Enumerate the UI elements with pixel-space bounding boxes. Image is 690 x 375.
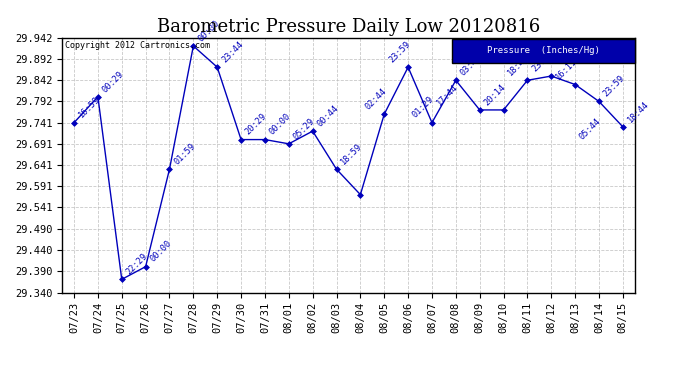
Text: 18:44: 18:44: [506, 53, 531, 78]
Text: 16:11: 16:11: [554, 57, 579, 82]
Text: 23:59: 23:59: [387, 39, 412, 64]
Text: 05:44: 05:44: [578, 116, 603, 141]
Text: 01:29: 01:29: [411, 95, 436, 120]
Text: 00:44: 00:44: [315, 104, 340, 128]
Text: 20:14: 20:14: [482, 82, 507, 107]
Text: 18:59: 18:59: [339, 141, 364, 166]
Text: 16:59: 16:59: [77, 95, 101, 120]
Text: 22:29: 22:29: [124, 252, 150, 277]
Text: 00:00: 00:00: [196, 18, 221, 43]
Title: Barometric Pressure Daily Low 20120816: Barometric Pressure Daily Low 20120816: [157, 18, 540, 36]
Text: Pressure  (Inches/Hg): Pressure (Inches/Hg): [486, 46, 600, 55]
Text: 17:44: 17:44: [435, 82, 460, 107]
Text: 03:44: 03:44: [459, 53, 484, 78]
Text: 00:29: 00:29: [101, 69, 126, 94]
Text: 01:59: 01:59: [172, 141, 197, 166]
Text: Copyright 2012 Cartronics.com: Copyright 2012 Cartronics.com: [65, 41, 210, 50]
Text: 18:44: 18:44: [626, 99, 651, 124]
Text: 23:59: 23:59: [530, 48, 555, 73]
Text: 05:29: 05:29: [292, 116, 317, 141]
Text: 20:29: 20:29: [244, 112, 269, 137]
Text: 00:00: 00:00: [148, 239, 173, 264]
FancyBboxPatch shape: [451, 39, 635, 63]
Text: 00:00: 00:00: [268, 112, 293, 137]
Text: 23:44: 23:44: [220, 39, 245, 64]
Text: 02:44: 02:44: [363, 87, 388, 111]
Text: 23:59: 23:59: [602, 74, 627, 99]
